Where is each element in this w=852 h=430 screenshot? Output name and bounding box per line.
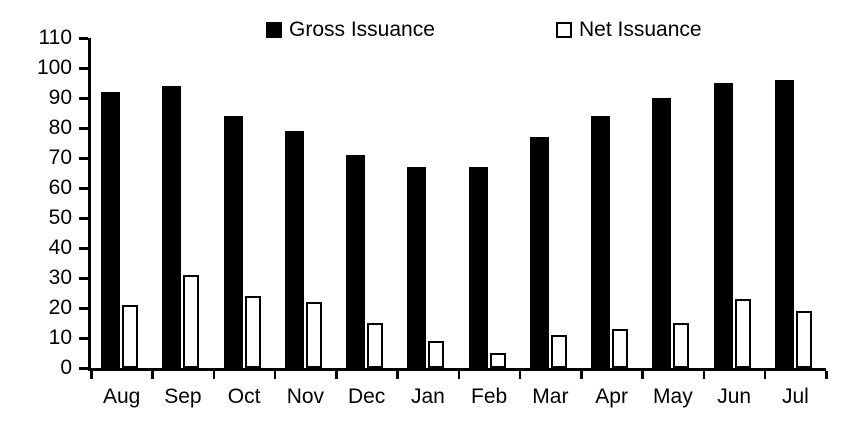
gross-issuance-bar-oct [223, 116, 243, 368]
x-tick-label: Mar [532, 385, 569, 408]
gross-issuance-bar-sep [162, 86, 182, 368]
x-axis-tick [396, 371, 399, 379]
y-axis-tick [79, 277, 88, 280]
y-tick-label: 10 [48, 326, 72, 349]
gross-issuance-bar-aug [101, 92, 120, 368]
x-tick-label: Jul [781, 385, 809, 408]
net-issuance-bar-jul [795, 311, 812, 368]
y-tick-label: 60 [48, 176, 72, 199]
x-tick-label: Oct [227, 385, 261, 408]
x-tick-label: Aug [102, 385, 141, 408]
gross-issuance-bar-apr [591, 116, 610, 368]
y-tick-label: 80 [48, 116, 72, 139]
x-tick-label: Apr [595, 385, 628, 408]
y-tick-label: 110 [38, 26, 72, 49]
x-tick-label: Feb [471, 385, 508, 408]
gross-issuance-bar-jan [407, 167, 427, 368]
net-issuance-bar-feb [489, 353, 506, 368]
y-tick-label: 40 [48, 236, 72, 259]
x-axis-tick [90, 371, 93, 379]
x-tick-label: Dec [347, 385, 386, 408]
plot-area: 0 10 20 30 40 50 60 70 80 90 100 110 Aug Sep Oct Nov Dec… [37, 27, 828, 408]
x-tick-label: Sep [164, 385, 202, 408]
gross-issuance-bar-feb [468, 167, 488, 368]
gross-issuance-bar-nov [284, 131, 304, 368]
net-issuance-bar-aug [122, 305, 138, 368]
y-tick-label: 30 [48, 266, 72, 289]
gross-issuance-bar-dec [346, 155, 365, 368]
net-issuance-bar-apr [612, 329, 628, 368]
y-tick-label: 70 [48, 146, 72, 169]
x-axis-tick [151, 371, 154, 379]
y-axis-tick [79, 337, 88, 340]
x-axis-tick [825, 371, 828, 379]
y-axis-tick [79, 187, 88, 190]
gross-issuance-bar-jun [713, 83, 733, 368]
net-issuance-bar-mar [550, 335, 567, 368]
x-axis-tick [212, 371, 215, 379]
y-axis-tick [79, 127, 88, 130]
y-tick-label: 0 [60, 356, 72, 379]
y-axis-tick [79, 217, 88, 220]
net-issuance-bar-sep [183, 275, 200, 368]
legend-item-net-issuance: Net Issuance [556, 18, 702, 42]
x-tick-label: Jun [717, 385, 752, 408]
y-tick-label: 90 [48, 86, 72, 109]
y-tick-label: 100 [36, 56, 72, 79]
gross-issuance-bar-jul [774, 80, 794, 368]
y-axis-tick [79, 307, 88, 310]
gross-issuance-swatch-icon [266, 22, 282, 38]
y-axis-tick [79, 367, 88, 370]
y-axis-tick [79, 157, 88, 160]
y-tick-label: 20 [48, 296, 72, 319]
net-issuance-bar-oct [244, 296, 261, 368]
x-axis-tick [273, 371, 277, 379]
x-axis-tick [702, 371, 705, 379]
net-issuance-bar-jan [428, 341, 445, 368]
x-axis-tick [518, 371, 522, 379]
x-axis-tick [641, 371, 644, 379]
x-axis-tick [457, 371, 460, 379]
net-issuance-bar-dec [367, 323, 383, 368]
net-issuance-bar-may [673, 323, 690, 368]
x-tick-label: Jan [410, 385, 445, 408]
x-tick-label: Nov [286, 385, 325, 408]
y-axis-tick [79, 97, 88, 100]
net-issuance-legend-label: Net Issuance [579, 18, 702, 41]
gross-issuance-legend-label: Gross Issuance [289, 18, 435, 41]
net-issuance-bar-jun [734, 299, 751, 368]
x-axis-tick [580, 371, 583, 379]
x-tick-label: May [653, 385, 693, 408]
y-axis-tick [79, 67, 88, 70]
net-issuance-swatch-icon [556, 22, 572, 38]
x-axis-tick [763, 371, 767, 379]
y-axis-tick [79, 247, 88, 250]
y-axis-tick [79, 37, 88, 40]
legend-item-gross-issuance: Gross Issuance [266, 18, 435, 42]
gross-issuance-bar-may [652, 98, 672, 368]
x-axis-tick [335, 371, 338, 379]
gross-issuance-bar-mar [529, 137, 549, 368]
y-tick-label: 50 [48, 206, 72, 229]
net-issuance-bar-nov [305, 302, 322, 368]
